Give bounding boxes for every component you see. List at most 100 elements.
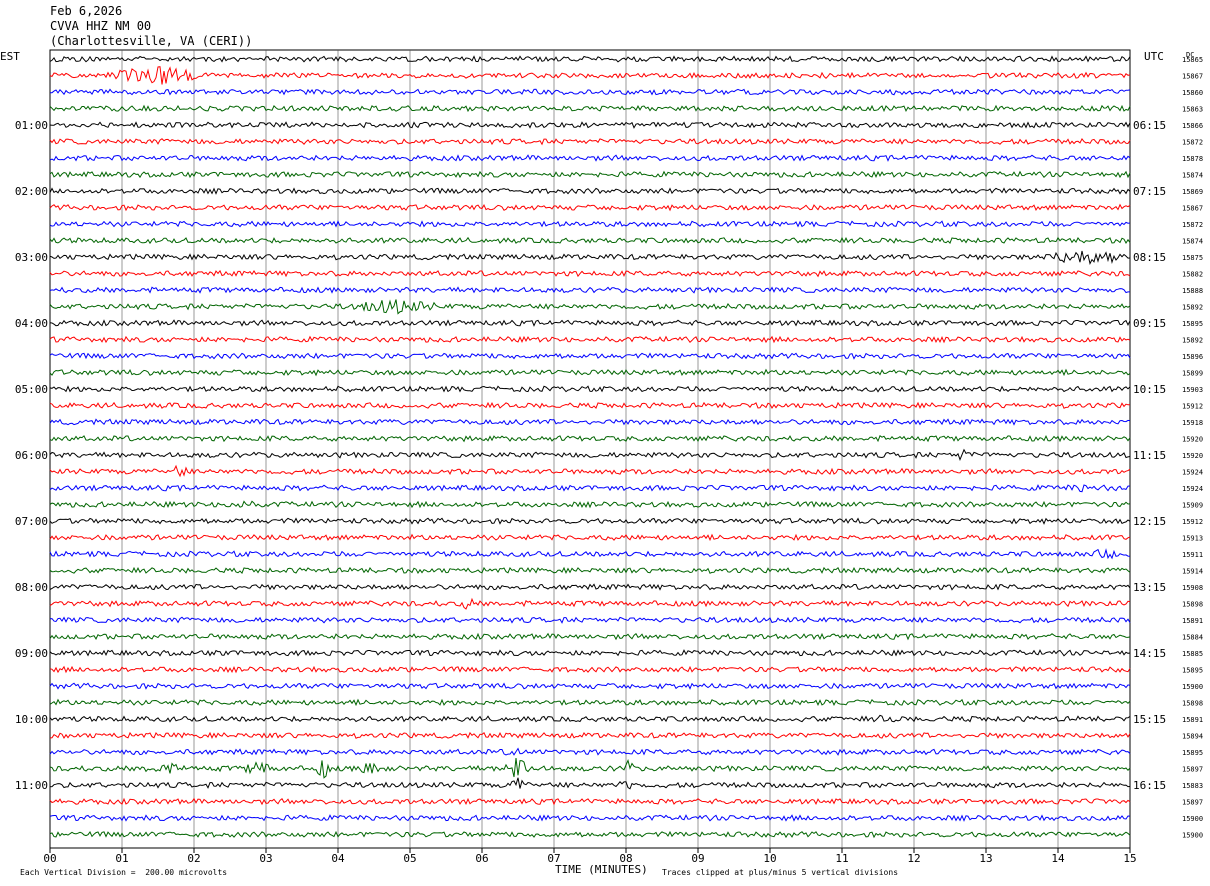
est-hour-label: 10:00 bbox=[15, 713, 48, 726]
dc-offset-label: 15895 bbox=[1182, 749, 1203, 757]
x-tick-label: 13 bbox=[979, 852, 992, 865]
seismic-trace bbox=[49, 368, 1131, 377]
x-tick-label: 07 bbox=[547, 852, 560, 865]
dc-column-label: DC bbox=[1186, 51, 1195, 59]
seismic-trace bbox=[49, 758, 1131, 779]
seismic-trace bbox=[49, 566, 1131, 575]
x-axis-title: TIME (MINUTES) bbox=[555, 863, 648, 876]
dc-offset-label: 15891 bbox=[1182, 617, 1203, 625]
dc-offset-label: 15899 bbox=[1182, 370, 1203, 378]
dc-offset-label: 15895 bbox=[1182, 667, 1203, 675]
dc-offset-label: 15911 bbox=[1182, 551, 1203, 559]
dc-offset-label: 15898 bbox=[1182, 700, 1203, 708]
seismic-trace bbox=[49, 154, 1131, 162]
dc-offset-label: 15908 bbox=[1182, 584, 1203, 592]
dc-offset-label: 15872 bbox=[1182, 139, 1203, 147]
seismic-trace bbox=[49, 250, 1131, 265]
seismic-trace bbox=[49, 649, 1131, 657]
record-date: Feb 6,2026 bbox=[50, 4, 123, 18]
utc-hour-label: 08:15 bbox=[1133, 251, 1166, 264]
seismic-trace bbox=[49, 448, 1131, 462]
est-hour-label: 01:00 bbox=[15, 119, 48, 132]
x-tick-label: 00 bbox=[43, 852, 56, 865]
seismic-trace bbox=[49, 548, 1131, 560]
seismic-trace bbox=[49, 830, 1131, 839]
x-tick-label: 05 bbox=[403, 852, 416, 865]
est-hour-label: 08:00 bbox=[15, 581, 48, 594]
est-hour-label: 04:00 bbox=[15, 317, 48, 330]
seismic-trace bbox=[49, 583, 1131, 591]
est-hour-label: 06:00 bbox=[15, 449, 48, 462]
seismic-trace bbox=[49, 797, 1131, 806]
seismic-trace bbox=[49, 665, 1131, 674]
seismic-trace bbox=[49, 299, 1131, 315]
dc-offset-label: 15918 bbox=[1182, 419, 1203, 427]
est-axis-label: EST bbox=[0, 50, 20, 63]
clip-note: Traces clipped at plus/minus 5 vertical … bbox=[662, 868, 899, 877]
seismic-trace bbox=[49, 814, 1131, 822]
utc-hour-label: 15:15 bbox=[1133, 713, 1166, 726]
utc-hour-label: 06:15 bbox=[1133, 119, 1166, 132]
x-tick-label: 10 bbox=[763, 852, 776, 865]
seismic-trace bbox=[49, 533, 1131, 542]
seismic-trace bbox=[49, 88, 1131, 96]
dc-offset-label: 15900 bbox=[1182, 815, 1203, 823]
dc-offset-label: 15912 bbox=[1182, 403, 1203, 411]
dc-offset-label: 15888 bbox=[1182, 287, 1203, 295]
x-tick-label: 09 bbox=[691, 852, 704, 865]
seismic-trace bbox=[49, 236, 1131, 245]
dc-offset-label: 15892 bbox=[1182, 304, 1203, 312]
seismic-trace bbox=[49, 137, 1131, 146]
seismic-trace bbox=[49, 352, 1131, 360]
est-hour-label: 11:00 bbox=[15, 779, 48, 792]
utc-hour-label: 12:15 bbox=[1133, 515, 1166, 528]
dc-offset-label: 15884 bbox=[1182, 634, 1203, 642]
seismic-trace bbox=[49, 616, 1131, 624]
est-hour-label: 07:00 bbox=[15, 515, 48, 528]
seismic-trace bbox=[49, 121, 1131, 129]
seismic-trace bbox=[49, 682, 1131, 690]
x-tick-label: 04 bbox=[331, 852, 345, 865]
x-tick-label: 03 bbox=[259, 852, 272, 865]
dc-offset-label: 15920 bbox=[1182, 452, 1203, 460]
seismic-trace bbox=[49, 66, 1131, 85]
dc-offset-label: 15903 bbox=[1182, 386, 1203, 394]
dc-offset-label: 15920 bbox=[1182, 436, 1203, 444]
dc-offset-label: 15896 bbox=[1182, 353, 1203, 361]
dc-offset-label: 15900 bbox=[1182, 683, 1203, 691]
dc-offset-label: 15912 bbox=[1182, 518, 1203, 526]
dc-offset-label: 15897 bbox=[1182, 766, 1203, 774]
dc-offset-label: 15865 bbox=[1182, 56, 1203, 64]
x-tick-label: 01 bbox=[115, 852, 128, 865]
seismic-trace bbox=[49, 747, 1131, 756]
seismic-trace bbox=[49, 286, 1130, 294]
utc-hour-label: 10:15 bbox=[1133, 383, 1166, 396]
seismic-trace bbox=[49, 464, 1131, 478]
dc-offset-label: 15897 bbox=[1182, 799, 1203, 807]
est-hour-label: 02:00 bbox=[15, 185, 48, 198]
seismic-trace bbox=[49, 220, 1131, 228]
x-tick-label: 02 bbox=[187, 852, 200, 865]
dc-offset-label: 15872 bbox=[1182, 221, 1203, 229]
seismic-trace bbox=[49, 401, 1130, 410]
dc-offset-label: 15909 bbox=[1182, 502, 1203, 510]
seismic-trace bbox=[49, 319, 1131, 327]
seismic-trace bbox=[49, 418, 1131, 426]
seismic-trace bbox=[49, 484, 1131, 493]
dc-offset-label: 15924 bbox=[1182, 469, 1203, 477]
seismic-trace bbox=[49, 517, 1131, 525]
dc-offset-label: 15878 bbox=[1182, 155, 1203, 163]
x-tick-label: 12 bbox=[907, 852, 920, 865]
seismic-trace bbox=[49, 385, 1131, 393]
seismic-trace bbox=[49, 500, 1131, 509]
seismic-trace bbox=[49, 187, 1131, 195]
dc-offset-label: 15885 bbox=[1182, 650, 1203, 658]
seismic-trace bbox=[49, 269, 1131, 278]
dc-offset-label: 15891 bbox=[1182, 716, 1203, 724]
plot-frame bbox=[49, 49, 1131, 849]
seismic-trace bbox=[49, 55, 1131, 63]
utc-hour-label: 16:15 bbox=[1133, 779, 1166, 792]
station-location: (Charlottesville, VA (CERI)) bbox=[50, 34, 253, 48]
dc-offset-label: 15900 bbox=[1182, 832, 1203, 840]
